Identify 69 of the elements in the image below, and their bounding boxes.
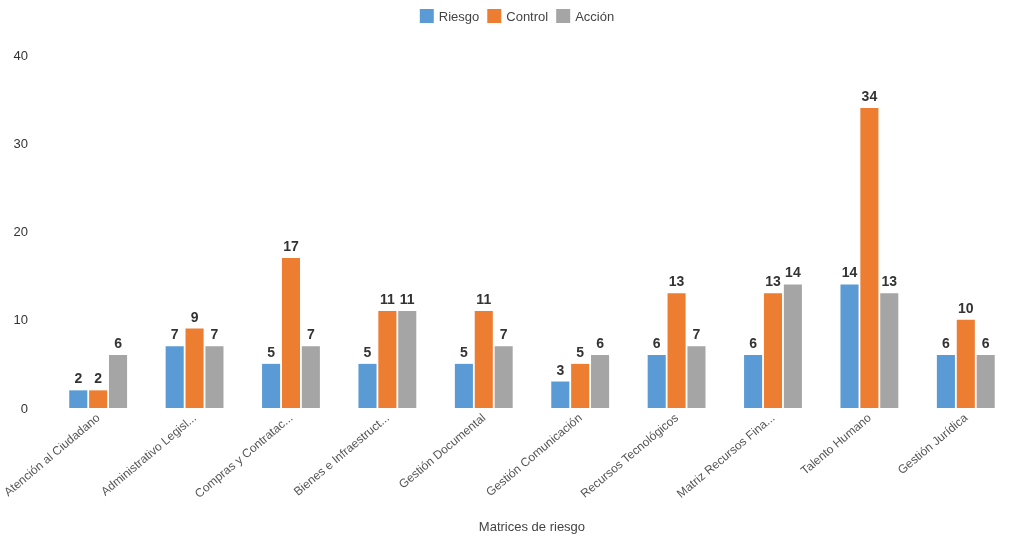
bar xyxy=(667,293,686,408)
data-label: 7 xyxy=(306,326,315,343)
data-label: 5 xyxy=(267,343,276,360)
bar xyxy=(69,390,88,408)
data-label: 7 xyxy=(499,326,508,343)
data-label: 11 xyxy=(379,290,395,307)
data-label: 2 xyxy=(74,370,83,387)
data-label: 2 xyxy=(94,370,103,387)
data-label: 7 xyxy=(170,326,179,343)
bar xyxy=(398,310,417,408)
y-tick-label: 30 xyxy=(13,135,28,151)
y-tick-label: 0 xyxy=(20,400,28,416)
bar xyxy=(89,390,108,408)
data-label: 14 xyxy=(785,264,801,281)
bar xyxy=(109,355,128,408)
bar xyxy=(378,310,397,408)
data-label: 5 xyxy=(576,343,585,360)
bar xyxy=(474,310,493,408)
x-axis-title: Matrices de riesgo xyxy=(478,519,586,534)
bar xyxy=(165,346,184,408)
y-tick-label: 20 xyxy=(13,224,28,239)
legend-label: Riesgo xyxy=(438,8,480,24)
bar xyxy=(591,355,610,408)
data-label: 6 xyxy=(652,335,661,352)
bar xyxy=(956,319,975,408)
bar xyxy=(494,346,513,408)
bar xyxy=(840,284,859,408)
bar xyxy=(454,363,473,408)
data-label: 9 xyxy=(190,308,199,325)
data-label: 10 xyxy=(958,299,974,316)
data-label: 6 xyxy=(114,335,123,352)
data-label: 6 xyxy=(981,335,990,352)
bar xyxy=(301,346,320,408)
data-label: 13 xyxy=(765,273,781,290)
bar xyxy=(687,346,706,408)
data-label: 6 xyxy=(596,335,605,352)
bar xyxy=(783,284,802,408)
legend-label: Control xyxy=(506,8,549,24)
bar xyxy=(860,107,879,408)
bar xyxy=(763,293,783,408)
bar xyxy=(647,355,666,408)
bar xyxy=(358,363,377,408)
data-label: 5 xyxy=(363,343,372,360)
bar xyxy=(744,355,763,408)
data-label: 13 xyxy=(881,273,898,290)
y-tick-label: 40 xyxy=(13,47,28,63)
bar xyxy=(976,355,995,408)
bar xyxy=(551,381,570,408)
data-label: 14 xyxy=(841,264,858,281)
y-tick-label: 10 xyxy=(13,312,28,328)
data-label: 3 xyxy=(556,361,565,378)
data-label: 5 xyxy=(460,343,468,360)
data-label: 34 xyxy=(861,87,878,104)
bar xyxy=(205,346,224,408)
data-label: 13 xyxy=(668,273,685,290)
data-label: 17 xyxy=(283,237,299,254)
bar xyxy=(262,363,281,408)
data-label: 7 xyxy=(210,326,219,343)
data-label: 6 xyxy=(942,335,951,352)
data-label: 6 xyxy=(749,335,758,352)
bar xyxy=(880,293,899,408)
bar xyxy=(571,363,590,408)
bar xyxy=(281,257,301,408)
bar xyxy=(185,328,204,408)
data-label: 11 xyxy=(476,290,492,307)
legend-label: Acción xyxy=(575,8,615,24)
data-label: 7 xyxy=(692,326,701,343)
data-label: 11 xyxy=(399,290,415,307)
bar xyxy=(936,355,955,408)
